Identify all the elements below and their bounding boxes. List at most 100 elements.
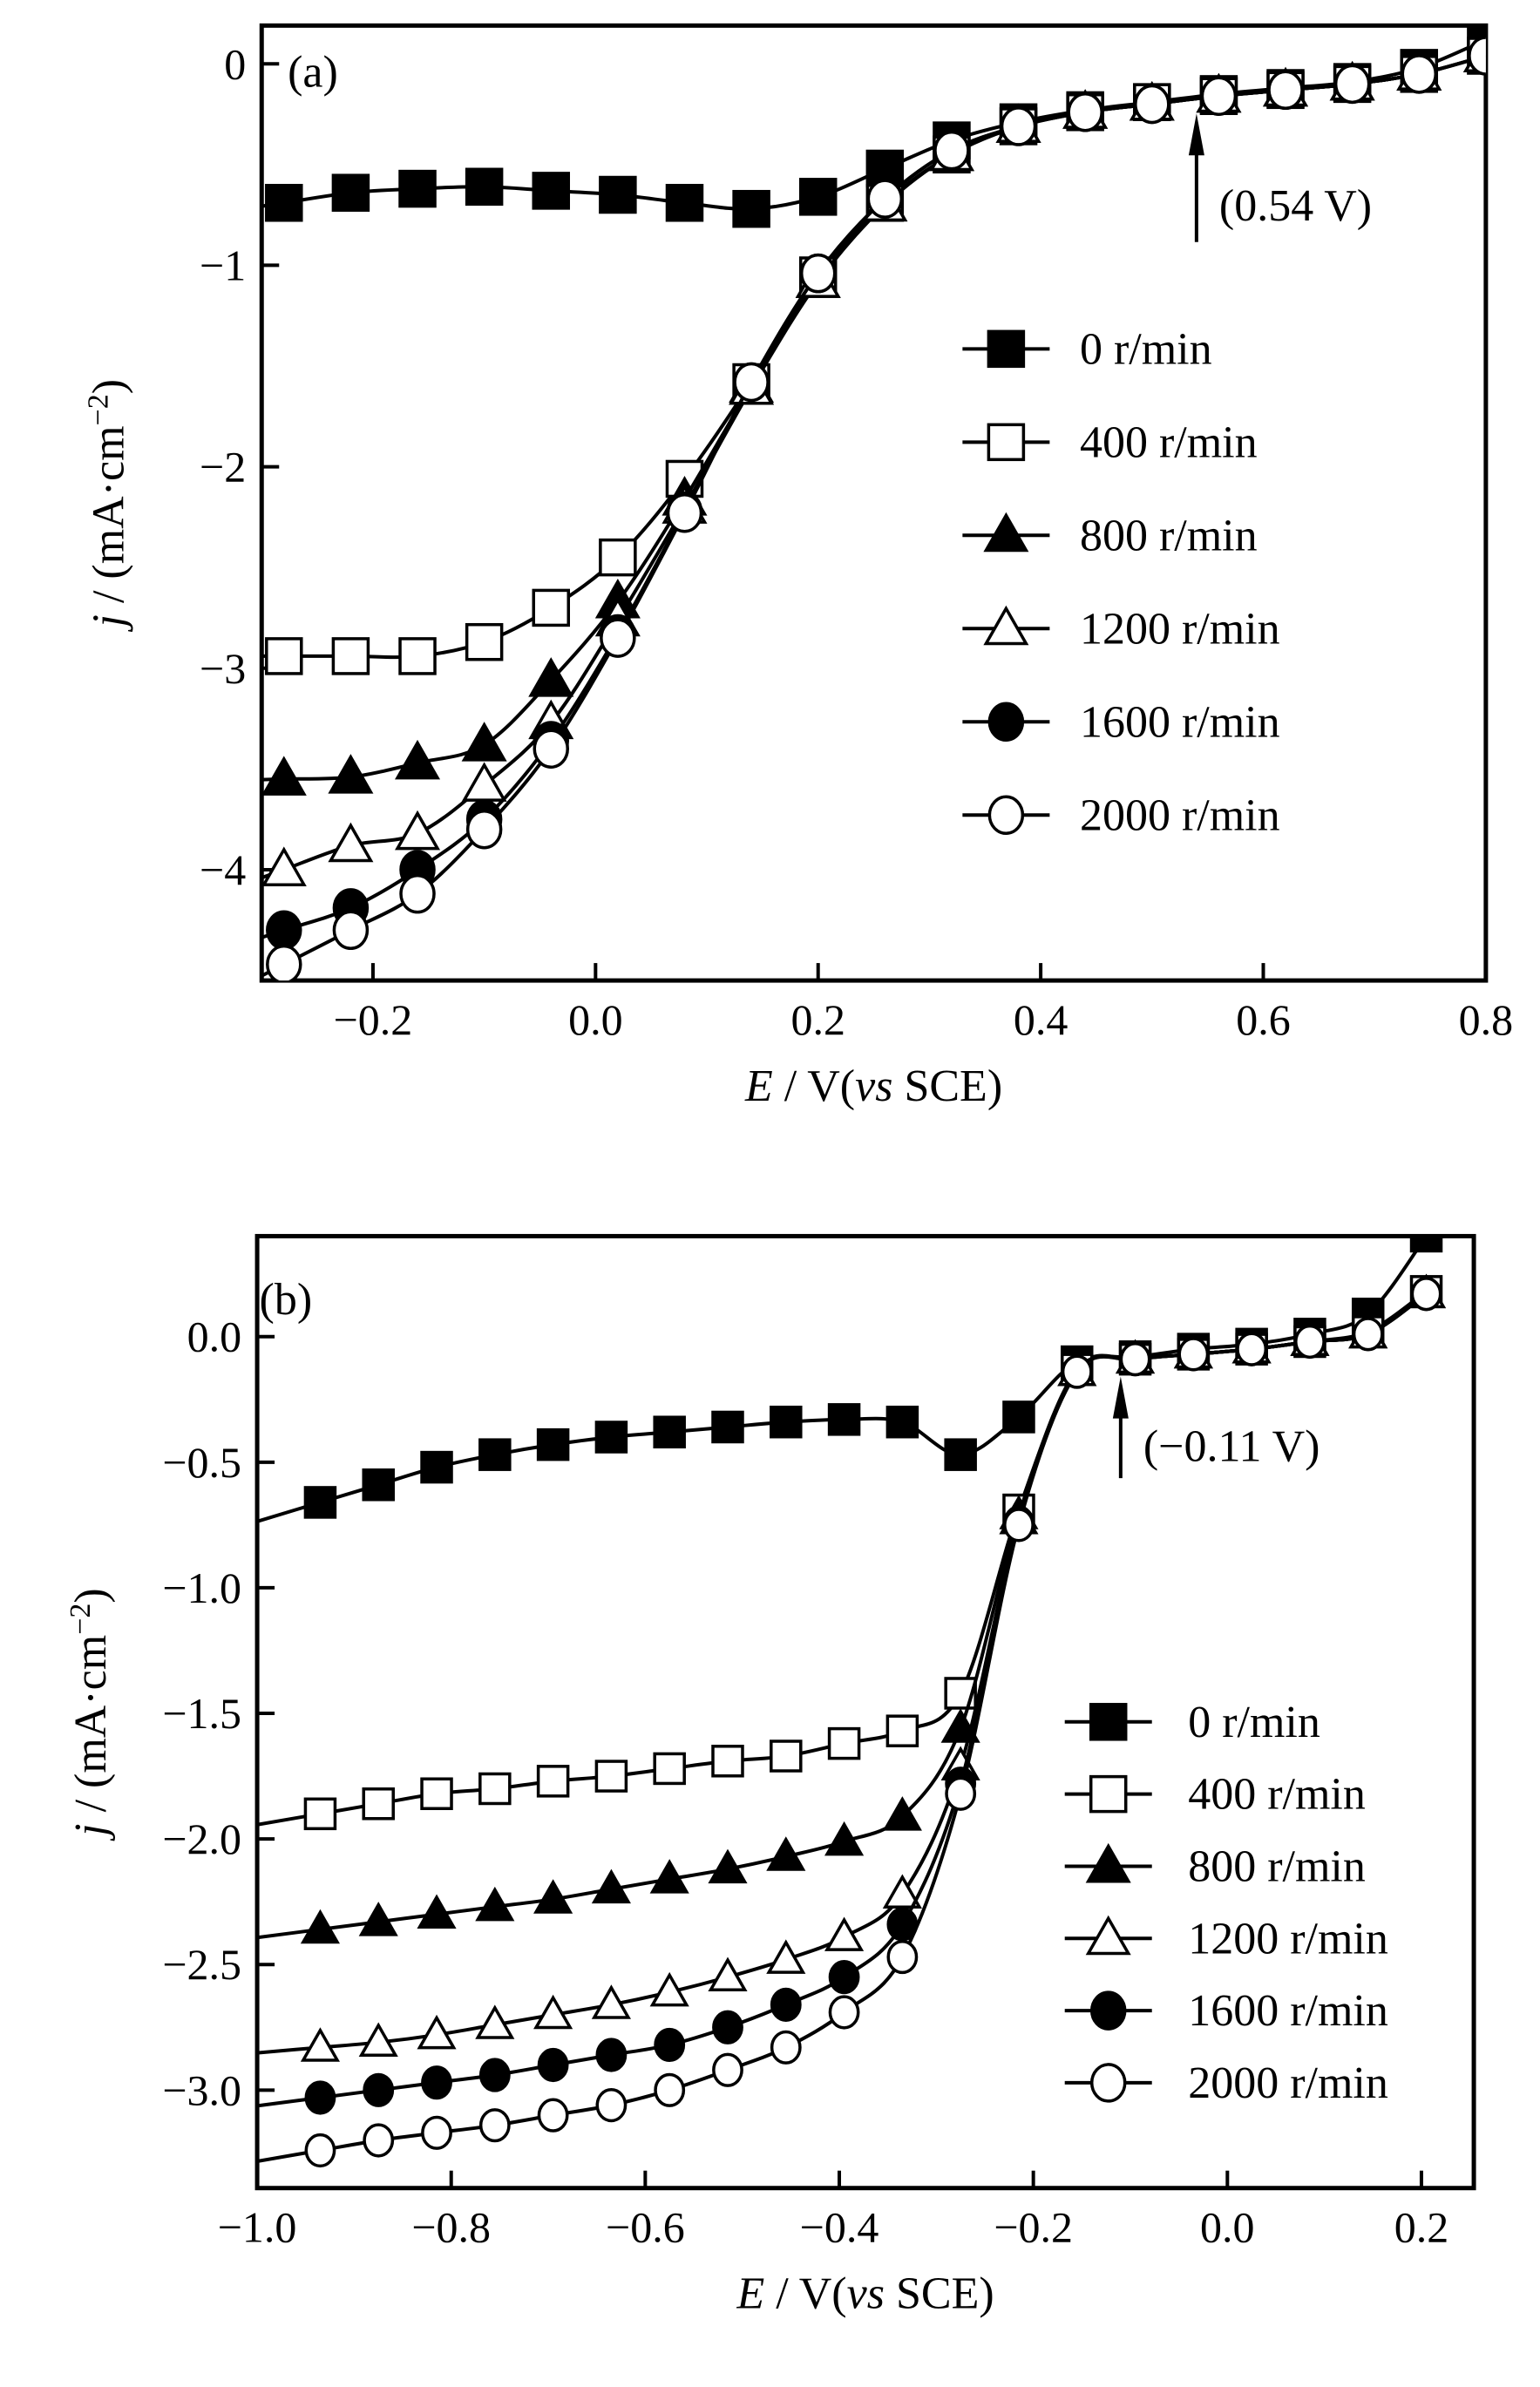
data-point — [649, 1971, 689, 2007]
data-point — [828, 1995, 860, 2030]
y-tick-label: −1.0 — [162, 1563, 241, 1612]
data-point — [328, 754, 374, 794]
x-tick-label: 0.4 — [1014, 995, 1069, 1044]
legend-label: 1600 r/min — [1188, 1986, 1388, 2036]
annotation-text: (0.54 V) — [1219, 181, 1372, 231]
data-point — [362, 1787, 395, 1821]
legend-marker — [1089, 1703, 1128, 1741]
legend-marker — [987, 329, 1026, 369]
legend-item: 400 r/min — [1064, 1770, 1366, 1820]
data-point — [770, 1405, 803, 1439]
data-point — [304, 2080, 336, 2115]
data-point — [594, 1421, 628, 1454]
data-point — [1177, 1337, 1210, 1372]
data-point — [399, 873, 436, 914]
legend-marker — [983, 512, 1029, 553]
data-point — [417, 2014, 457, 2050]
y-tick-label: −0.5 — [162, 1438, 241, 1487]
series-2000-r-min — [261, 36, 1486, 981]
data-point — [398, 169, 437, 208]
x-tick-label: −0.2 — [334, 995, 413, 1044]
x-tick-label: −1.0 — [218, 2203, 297, 2252]
x-tick-label: 0.0 — [568, 995, 623, 1044]
data-point — [770, 1987, 802, 2022]
legend-label: 1200 r/min — [1080, 604, 1280, 654]
data-point — [666, 493, 703, 533]
legend-marker — [1089, 1990, 1127, 2031]
legend-marker — [1089, 2063, 1127, 2103]
data-point — [475, 2004, 515, 2039]
data-point — [1333, 64, 1371, 105]
data-point — [465, 809, 503, 850]
x-axis-title: E / V(vs SCE) — [744, 1061, 1002, 1111]
x-tick-label: 0.2 — [790, 995, 845, 1044]
data-point — [732, 189, 770, 228]
data-point — [328, 822, 374, 863]
legend-label: 2000 r/min — [1080, 790, 1280, 840]
data-point — [824, 1916, 865, 1951]
data-point — [331, 637, 370, 675]
data-point — [712, 2052, 743, 2087]
data-point — [1134, 84, 1170, 125]
legend: 0 r/min 400 r/min 800 r/min 1200 r/min 1600 … — [1064, 1698, 1388, 2108]
data-point — [265, 637, 303, 675]
data-point — [398, 637, 437, 675]
data-point — [537, 2098, 569, 2133]
legend: 0 r/min 400 r/min 800 r/min 1200 r/min 1600 … — [962, 324, 1280, 840]
y-tick-label: −3 — [200, 644, 246, 693]
legend-item: 1600 r/min — [962, 697, 1280, 747]
data-point — [304, 2133, 336, 2168]
data-point — [421, 2115, 452, 2150]
data-point — [654, 2027, 686, 2063]
legend-item: 1200 r/min — [962, 604, 1280, 654]
data-point — [261, 846, 307, 886]
data-point — [653, 1752, 686, 1786]
x-tick-label: 0.8 — [1459, 995, 1514, 1044]
data-point — [417, 1894, 457, 1929]
data-point — [363, 2072, 395, 2107]
data-point — [1410, 1277, 1442, 1312]
data-point — [266, 944, 302, 981]
panel-b: −1.0 −0.8 −0.6 −0.4 −0.2 0.0 0.2 0.0 −0.5 −1.0 −1.… — [64, 1233, 1476, 2319]
y-tick-label: −4 — [200, 845, 246, 894]
y-tick-label: 0 — [224, 39, 246, 88]
data-point — [331, 173, 370, 212]
data-point — [591, 1984, 631, 2019]
legend-item: 800 r/min — [962, 511, 1258, 560]
data-point — [363, 2123, 395, 2158]
data-point — [536, 1765, 570, 1798]
legend-marker — [987, 423, 1026, 462]
x-axis-title: E / V(vs SCE) — [736, 2269, 994, 2319]
series-800-r-min — [261, 32, 1486, 796]
data-point — [882, 1874, 922, 1909]
data-point — [770, 2030, 802, 2065]
data-point — [770, 1739, 803, 1773]
legend-marker — [987, 795, 1025, 836]
series-line — [261, 54, 1486, 660]
data-point — [1468, 36, 1486, 76]
annotation: (0.54 V) — [1188, 113, 1372, 242]
arrow-head-icon — [1188, 113, 1204, 156]
data-point — [300, 2027, 341, 2062]
panel-label: (b) — [260, 1275, 313, 1325]
data-point — [654, 2072, 686, 2107]
legend-label: 1200 r/min — [1188, 1914, 1388, 1963]
x-tick-label: −0.2 — [994, 2203, 1073, 2252]
data-point — [594, 1760, 628, 1793]
x-tick-label: 0.6 — [1236, 995, 1291, 1044]
data-point — [649, 1859, 689, 1894]
data-point — [766, 1939, 806, 1974]
data-point — [1061, 1354, 1093, 1389]
data-point — [478, 2108, 511, 2143]
data-point — [1236, 1332, 1268, 1366]
series-0-r-min — [257, 1236, 1443, 1523]
legend-label: 0 r/min — [1188, 1698, 1320, 1747]
y-tick-label: −3.0 — [162, 2065, 241, 2114]
y-tick-label: −2.0 — [162, 1814, 241, 1863]
legend-label: 0 r/min — [1080, 324, 1212, 374]
legend-marker — [1085, 1915, 1131, 1956]
data-point — [1200, 76, 1238, 116]
data-point — [537, 2047, 569, 2083]
data-point — [708, 1956, 748, 1992]
legend-item: 800 r/min — [1064, 1841, 1366, 1891]
